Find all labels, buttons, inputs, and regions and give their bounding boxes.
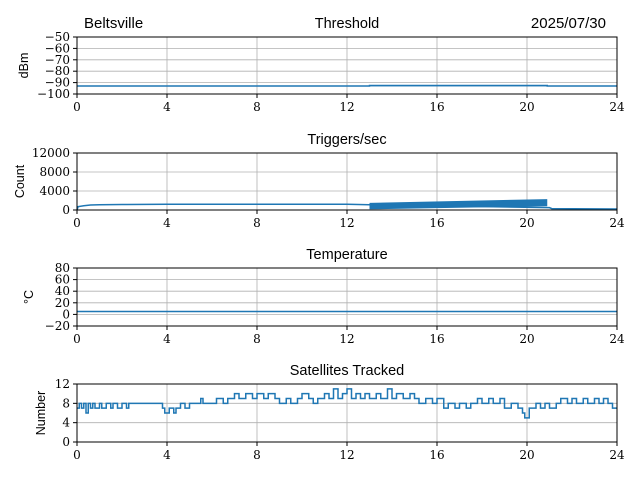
threshold-ytick-label: −60 [45,41,70,55]
satellites-ylabel: Number [34,391,48,435]
satellites-xtick-label: 0 [73,448,81,462]
threshold-xtick-label: 0 [73,100,81,114]
temperature-xtick-label: 4 [163,332,171,346]
location-label: Beltsville [84,15,143,32]
temperature-ytick-label: 60 [55,273,70,287]
temperature-xtick-label: 24 [609,332,625,346]
temperature-xtick-label: 20 [519,332,534,346]
satellites-xtick-label: 8 [253,448,261,462]
temperature-ytick-label: 20 [55,296,70,310]
threshold-xtick-label: 8 [253,100,261,114]
triggers-xtick-label: 0 [73,216,81,230]
satellites-xtick-label: 20 [519,448,534,462]
threshold-series-line [77,84,617,87]
threshold-xtick-label: 24 [609,100,625,114]
triggers-xtick-label: 16 [429,216,444,230]
date-label: 2025/07/30 [531,15,606,32]
satellites-title: Satellites Tracked [290,363,404,379]
threshold-panel: 0 4 8 12 16 20 24 −100−90−80−70−60−50 Threshold d… [17,16,625,114]
threshold-ytick-label: −100 [37,87,70,101]
temperature-xtick-label: 16 [429,332,444,346]
triggers-xtick-label: 4 [163,216,171,230]
satellites-xtick-label: 24 [609,448,625,462]
satellites-ytick-label: 0 [62,435,70,449]
temperature-ytick-label: 80 [55,261,70,275]
temperature-ytick-label: 0 [62,307,70,321]
temperature-ytick-label: 40 [55,284,70,298]
satellites-series-line [77,388,617,419]
temperature-xtick-label: 0 [73,332,81,346]
triggers-xtick-label: 8 [253,216,261,230]
threshold-xtick-label: 16 [429,100,444,114]
triggers-ytick-label: 0 [62,203,70,217]
threshold-xtick-label: 20 [519,100,534,114]
threshold-ytick-label: −80 [45,64,70,78]
satellites-xtick-label: 4 [163,448,171,462]
triggers-xtick-label: 24 [609,216,625,230]
satellites-panel: 0 4 8 12 16 20 24 0 4 8 12 Satellites Tracked Number [34,363,625,462]
satellites-ytick-label: 8 [62,396,70,410]
temperature-ylabel: °C [22,290,36,304]
temperature-ytick-label: −20 [45,319,70,333]
satellites-xtick-label: 12 [339,448,354,462]
temperature-xtick-label: 12 [339,332,354,346]
triggers-title: Triggers/sec [307,132,386,148]
threshold-ytick-label: −70 [45,53,70,67]
triggers-panel: 0 4 8 12 16 20 24 0 4000 8000 12000 Triggers/sec Cou… [13,132,625,230]
satellites-ytick-label: 4 [62,416,70,430]
threshold-ylabel: dBm [17,53,31,79]
threshold-ytick-label: −50 [45,30,70,44]
triggers-ytick-label: 12000 [32,146,70,160]
triggers-ytick-label: 8000 [39,165,70,179]
threshold-xtick-label: 4 [163,100,171,114]
threshold-title: Threshold [315,16,379,32]
satellites-xtick-label: 16 [429,448,444,462]
threshold-ytick-label: −90 [45,76,70,90]
triggers-ytick-label: 4000 [39,184,70,198]
triggers-xtick-label: 12 [339,216,354,230]
triggers-ylabel: Count [13,164,27,198]
temperature-title: Temperature [306,247,387,263]
triggers-xtick-label: 20 [519,216,534,230]
satellites-ytick-label: 12 [55,377,70,391]
threshold-xtick-label: 12 [339,100,354,114]
triggers-series-line [76,203,618,211]
temperature-xtick-label: 8 [253,332,261,346]
